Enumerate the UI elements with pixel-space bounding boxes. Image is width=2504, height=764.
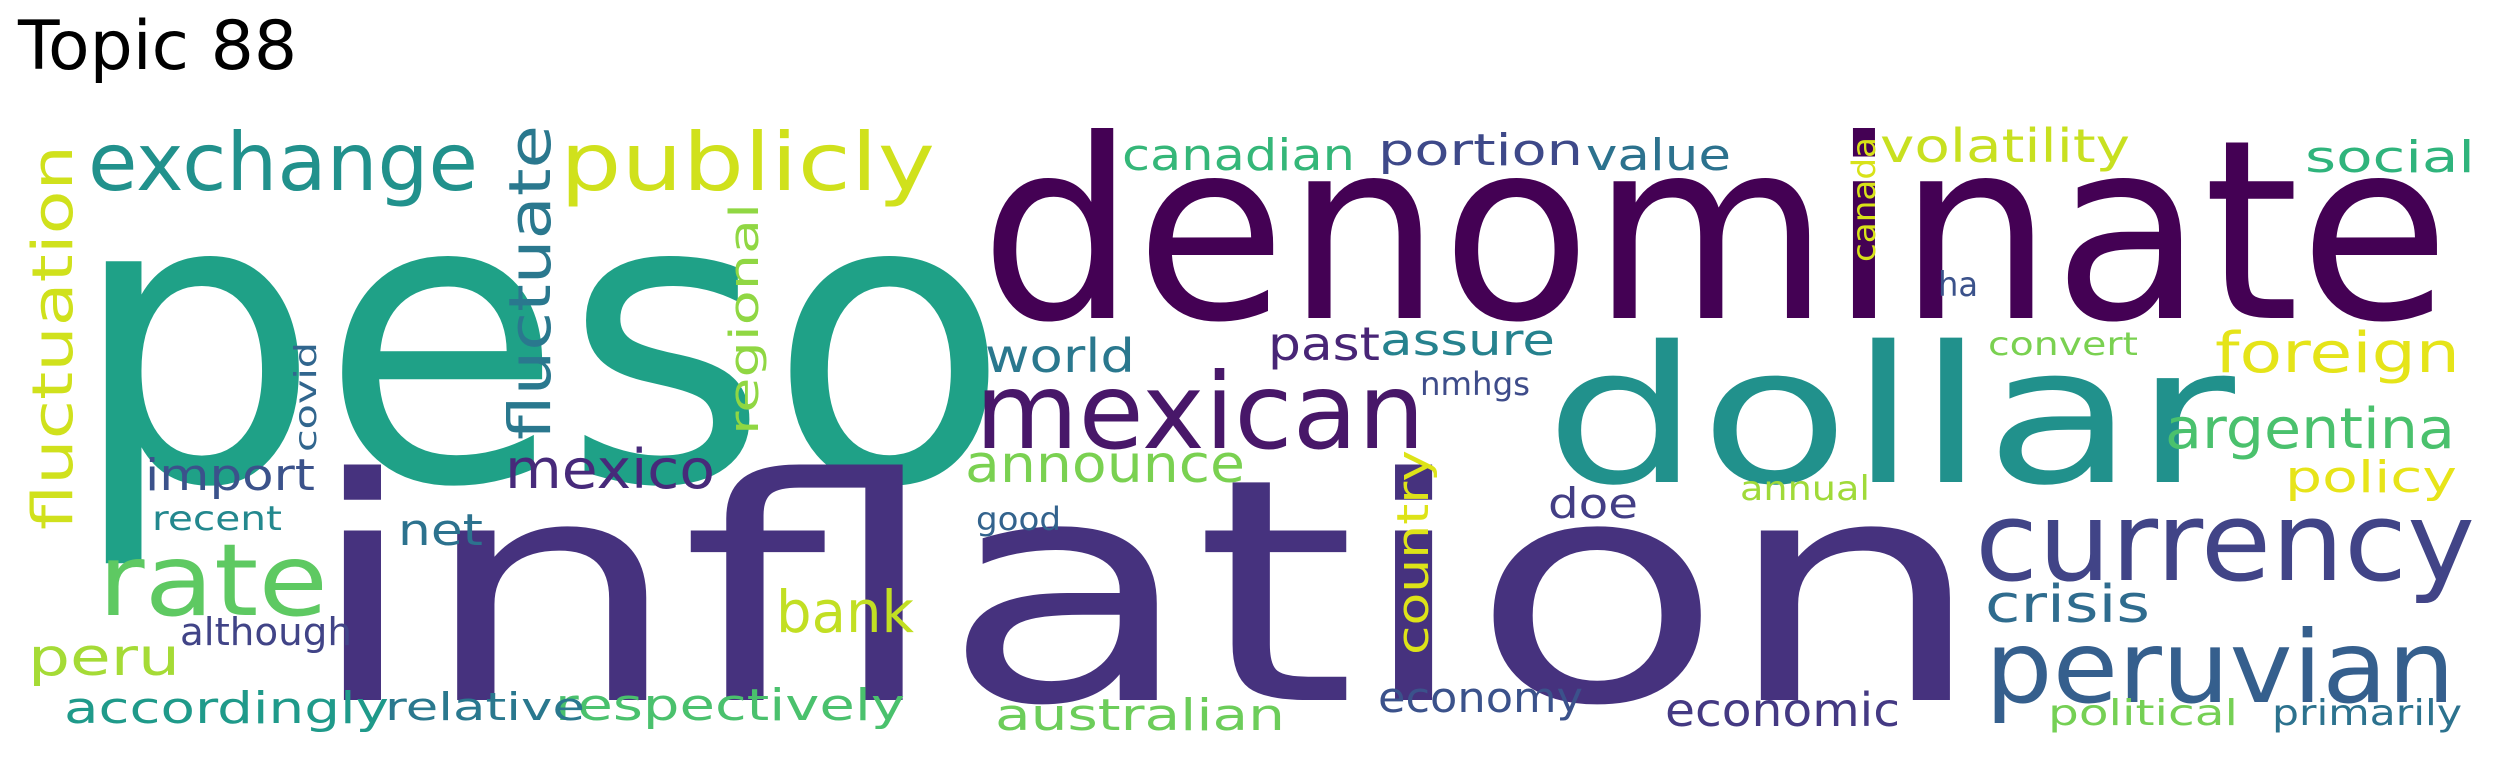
word-regional: regional — [722, 203, 768, 435]
word-nmhgs: nmhgs — [1420, 365, 1530, 403]
word-fluctuate: fluctuate — [496, 125, 564, 440]
word-country: country — [1388, 450, 1439, 655]
word-foreign: foreign — [2215, 321, 2460, 386]
word-annual: annual — [1740, 469, 1870, 509]
word-assure: assure — [1380, 315, 1555, 366]
word-crisis: crisis — [1985, 575, 2150, 635]
word-net: net — [398, 505, 483, 556]
word-canada: canada — [1845, 137, 1883, 262]
word-announce: announce — [965, 435, 1245, 495]
word-policy: policy — [2285, 452, 2457, 503]
page-title: Topic 88 — [18, 7, 298, 86]
word-relative: relative — [385, 685, 585, 729]
word-good: good — [976, 500, 1061, 538]
word-fluctuation: fluctuation — [21, 145, 86, 530]
word-canadian: canadian — [1122, 130, 1355, 181]
word-doe: doe — [1548, 479, 1638, 528]
word-economic: economic — [1665, 683, 1900, 737]
word-peruvian: peruvian — [1985, 609, 2455, 726]
word-economy: economy — [1378, 673, 1583, 722]
word-accordingly: accordingly — [64, 683, 389, 734]
word-past: past — [1268, 317, 1380, 371]
word-dollar: dollar — [1545, 306, 2236, 527]
word-peru: peru — [28, 628, 180, 688]
word-portion: portion — [1378, 125, 1583, 176]
word-world: world — [985, 329, 1135, 383]
word-recent: recent — [152, 499, 282, 539]
word-publicly: publicly — [560, 116, 935, 209]
word-exchange: exchange — [88, 116, 478, 209]
word-ha: ha — [1938, 265, 1978, 305]
word-political: political — [2048, 693, 2238, 734]
word-primarily: primarily — [2272, 693, 2462, 734]
word-volatility: volatility — [1880, 119, 2130, 173]
word-although: although — [180, 610, 352, 654]
word-import: import — [145, 450, 315, 501]
word-denominate: denominate — [980, 86, 2450, 377]
word-mexican: mexican — [975, 351, 1425, 473]
word-convert: convert — [1988, 325, 2138, 363]
word-argentina: argentina — [2165, 397, 2455, 462]
word-australian: australian — [995, 690, 1285, 741]
word-bank: bank — [776, 578, 914, 646]
word-social: social — [2305, 132, 2475, 183]
word-inflation: inflation — [305, 413, 1985, 764]
word-value: value — [1586, 130, 1731, 181]
word-rate: rate — [98, 522, 328, 639]
word-covid: covid — [289, 342, 324, 452]
word-peso: peso — [70, 110, 1010, 575]
word-currency: currency — [1975, 478, 2475, 606]
word-respectively: respectively — [555, 680, 905, 731]
word-mexico: mexico — [505, 438, 715, 501]
